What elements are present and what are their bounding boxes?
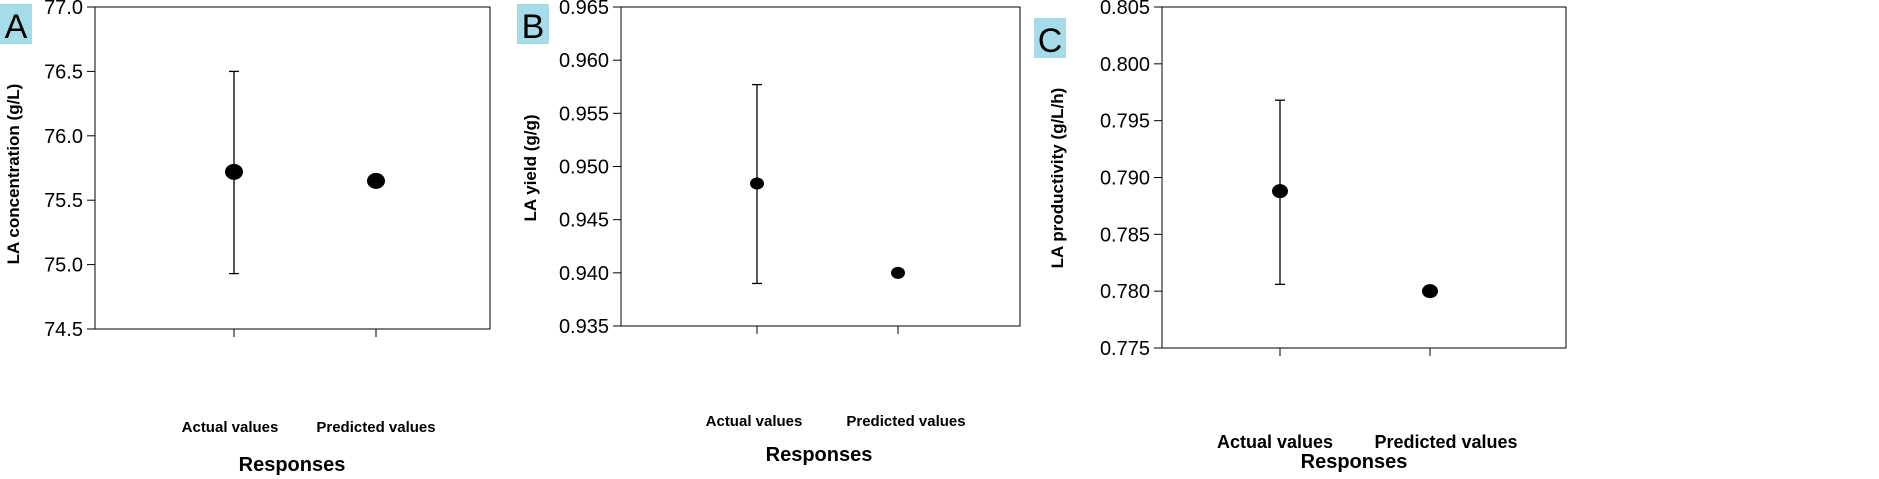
panel-c-y-tick-label: 0.795	[1100, 111, 1150, 133]
panel-a: A LA concentration (g/L) Responses Actua…	[0, 0, 491, 476]
panel-c-label-bg	[1034, 18, 1066, 58]
panel-a-x-axis-label: Responses	[239, 454, 346, 476]
panel-c-y-tick-label: 0.790	[1100, 168, 1150, 190]
panel-b-category-predicted: Predicted values	[846, 413, 965, 430]
panel-a-data-point	[367, 172, 385, 189]
panel-a-y-tick-label: 75.0	[44, 255, 83, 277]
panel-b-data-point	[750, 177, 764, 190]
panel-b-y-axis-label: LA yield (g/g)	[521, 114, 540, 221]
panel-a-y-tick-label: 76.0	[44, 126, 83, 148]
panel-b-label-bg	[517, 4, 549, 44]
panel-c-y-tick-label: 0.805	[1100, 0, 1150, 19]
panel-a-plot-frame	[94, 6, 491, 330]
panel-c-data-point	[1272, 184, 1288, 199]
panel-a-label-bg	[0, 4, 32, 44]
panel-b-y-tick-label: 0.945	[559, 210, 609, 232]
panel-c: C LA productivity (g/L/h) Responses Actu…	[1034, 0, 1567, 473]
panel-a-label: A	[5, 8, 28, 46]
panel-a-y-tick-label: 75.5	[44, 190, 83, 212]
panel-b-y-tick-label: 0.940	[559, 263, 609, 285]
panel-c-plot-frame	[1161, 6, 1567, 349]
panel-a-data-point	[225, 163, 243, 180]
panel-a-y-axis-label: LA concentration (g/L)	[4, 84, 23, 265]
panel-b-y-tick-label: 0.965	[559, 0, 609, 19]
panel-c-y-tick-label: 0.785	[1100, 224, 1150, 246]
panel-b-y-tick-label: 0.955	[559, 103, 609, 125]
panel-a-y-tick-label: 76.5	[44, 61, 83, 83]
panel-b-category-actual: Actual values	[706, 413, 803, 430]
panel-b-y-tick-label: 0.960	[559, 50, 609, 72]
panel-a-y-tick-label: 77.0	[44, 0, 83, 19]
panel-c-x-axis-label: Responses	[1301, 451, 1408, 473]
panel-c-data-point	[1422, 284, 1438, 299]
panel-a-y-tick-label: 74.5	[44, 319, 83, 341]
panel-c-category-predicted: Predicted values	[1374, 432, 1517, 452]
panel-c-y-tick-label: 0.775	[1100, 338, 1150, 360]
panel-c-category-actual: Actual values	[1217, 432, 1333, 452]
panel-a-category-actual: Actual values	[182, 419, 279, 436]
panel-b-y-tick-label: 0.935	[559, 316, 609, 338]
panel-b-data-point	[891, 266, 905, 279]
panel-b-y-tick-label: 0.950	[559, 157, 609, 179]
panel-c-y-tick-label: 0.800	[1100, 54, 1150, 76]
panel-a-category-predicted: Predicted values	[316, 419, 435, 436]
panel-b: B LA yield (g/g) Responses Actual values…	[517, 0, 1021, 466]
panel-c-y-axis-label: LA productivity (g/L/h)	[1048, 88, 1067, 269]
panel-c-y-tick-label: 0.780	[1100, 281, 1150, 303]
panel-b-plot-frame	[620, 6, 1021, 327]
panel-b-x-axis-label: Responses	[766, 444, 873, 466]
panel-c-label: C	[1038, 22, 1063, 60]
panel-b-label: B	[522, 8, 545, 46]
